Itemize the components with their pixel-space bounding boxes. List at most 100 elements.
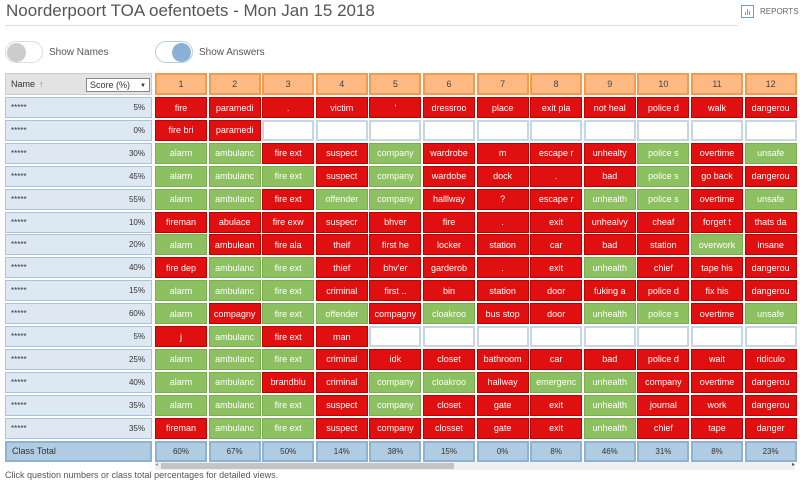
answer-cell-incorrect[interactable]: gate [476, 417, 529, 439]
class-total-q4[interactable]: 14% [315, 440, 368, 462]
reports-button[interactable]: REPORTS [741, 5, 799, 18]
answer-cell-incorrect[interactable]: fire ext [262, 142, 315, 164]
answer-cell-incorrect[interactable]: police d [637, 280, 690, 302]
answer-cell-correct[interactable]: alarm [155, 142, 207, 164]
answer-cell-incorrect[interactable]: compagny [208, 303, 261, 325]
answer-cell-incorrect[interactable]: dangerou [744, 394, 797, 416]
answer-cell-incorrect[interactable]: m [476, 142, 529, 164]
answer-cell-incorrect[interactable]: dangerou [744, 371, 797, 393]
answer-cell-incorrect[interactable]: station [476, 234, 529, 256]
answer-cell-incorrect[interactable]: insane [744, 234, 797, 256]
answer-cell-correct[interactable]: unhealth [583, 257, 636, 279]
answer-cell-incorrect[interactable]: man [315, 326, 368, 347]
answer-cell-incorrect[interactable]: victim [315, 97, 368, 118]
answer-cell-correct[interactable]: fire ext [262, 257, 315, 279]
class-total-q12[interactable]: 23% [744, 440, 797, 462]
answer-cell-correct[interactable]: unhealth [583, 371, 636, 393]
answer-cell-incorrect[interactable]: bad [583, 165, 636, 187]
answer-cell-correct[interactable]: company [369, 371, 422, 393]
answer-cell-correct[interactable]: fire ext [262, 303, 315, 325]
answer-cell-incorrect[interactable]: closet [423, 394, 475, 416]
answer-cell-incorrect[interactable]: suspect [315, 417, 368, 439]
answer-cell-correct[interactable]: ambulanc [208, 326, 261, 347]
answer-cell-incorrect[interactable]: escape r [530, 188, 583, 210]
answer-cell-incorrect[interactable]: criminal [315, 280, 368, 302]
answer-cell-incorrect[interactable]: walk [691, 97, 743, 118]
answer-cell-incorrect[interactable]: wardrobe [423, 142, 475, 164]
answer-cell-correct[interactable]: ambulanc [208, 371, 261, 393]
question-header-6[interactable]: 6 [423, 73, 475, 95]
answer-cell-incorrect[interactable]: fire ext [262, 326, 315, 347]
answer-cell-incorrect[interactable]: ? [476, 188, 529, 210]
answer-cell-incorrect[interactable]: bus stop [476, 303, 529, 325]
answer-cell-empty[interactable] [476, 326, 529, 347]
answer-cell-incorrect[interactable]: ' [369, 97, 422, 118]
answer-cell-incorrect[interactable]: dangerou [744, 280, 797, 302]
question-header-4[interactable]: 4 [315, 73, 368, 95]
answer-cell-incorrect[interactable]: dangerou [744, 257, 797, 279]
answer-cell-incorrect[interactable]: criminal [315, 371, 368, 393]
answer-cell-incorrect[interactable]: brandblu [262, 371, 315, 393]
answer-cell-correct[interactable]: police s [637, 188, 690, 210]
answer-cell-incorrect[interactable]: fireman [155, 417, 207, 439]
answer-cell-correct[interactable]: fire ext [262, 165, 315, 187]
answer-cell-correct[interactable]: cloakroo [423, 371, 475, 393]
question-header-12[interactable]: 12 [744, 73, 797, 95]
answer-cell-incorrect[interactable]: bathroom [476, 348, 529, 370]
answer-cell-incorrect[interactable]: suspect [315, 165, 368, 187]
name-column-header[interactable]: Name ↑ Score (%) ▼ [5, 73, 152, 95]
answer-cell-correct[interactable]: emergenc [530, 371, 583, 393]
score-select[interactable]: Score (%) ▼ [86, 78, 150, 92]
show-answers-toggle[interactable]: Show Answers [155, 41, 265, 63]
answer-cell-incorrect[interactable]: closset [423, 417, 475, 439]
class-total-q11[interactable]: 8% [691, 440, 743, 462]
answer-cell-incorrect[interactable]: criminal [315, 348, 368, 370]
answer-cell-incorrect[interactable]: dressroo [423, 97, 475, 118]
answer-cell-empty[interactable] [583, 119, 636, 141]
answer-cell-correct[interactable]: offender [315, 188, 368, 210]
answer-cell-incorrect[interactable]: compagny [369, 303, 422, 325]
horizontal-scrollbar[interactable]: ◂ ▸ [155, 462, 795, 470]
answer-cell-incorrect[interactable]: closet [423, 348, 475, 370]
answer-cell-incorrect[interactable]: paramedi [208, 119, 261, 141]
answer-cell-correct[interactable]: overwork [691, 234, 743, 256]
answer-cell-empty[interactable] [262, 119, 315, 141]
answer-cell-correct[interactable]: ambulanc [208, 417, 261, 439]
answer-cell-incorrect[interactable]: halllway [423, 188, 475, 210]
answer-cell-incorrect[interactable]: chief [637, 257, 690, 279]
answer-cell-empty[interactable] [476, 119, 529, 141]
answer-cell-incorrect[interactable]: bin [423, 280, 475, 302]
answer-cell-empty[interactable] [637, 119, 690, 141]
answer-cell-incorrect[interactable]: idk [369, 348, 422, 370]
answer-cell-correct[interactable]: alarm [155, 348, 207, 370]
answer-cell-incorrect[interactable]: exit [530, 257, 583, 279]
answer-cell-incorrect[interactable]: first .. [369, 280, 422, 302]
sort-arrow-icon[interactable]: ↑ [39, 79, 44, 89]
question-header-7[interactable]: 7 [476, 73, 529, 95]
answer-cell-incorrect[interactable]: fire [423, 211, 475, 233]
scrollbar-thumb[interactable] [161, 463, 454, 469]
answer-cell-correct[interactable]: police s [637, 303, 690, 325]
answer-cell-incorrect[interactable]: station [637, 234, 690, 256]
answer-cell-incorrect[interactable]: exit [530, 417, 583, 439]
answer-cell-empty[interactable] [530, 326, 583, 347]
show-names-toggle[interactable]: Show Names [5, 41, 108, 63]
question-header-1[interactable]: 1 [155, 73, 207, 95]
answer-cell-empty[interactable] [583, 326, 636, 347]
answer-cell-incorrect[interactable]: fire exw [262, 211, 315, 233]
answer-cell-empty[interactable] [369, 119, 422, 141]
answer-cell-incorrect[interactable]: journal [637, 394, 690, 416]
answer-cell-correct[interactable]: alarm [155, 165, 207, 187]
class-total-q7[interactable]: 0% [476, 440, 529, 462]
answer-cell-incorrect[interactable]: first he [369, 234, 422, 256]
answer-cell-incorrect[interactable]: bhver [369, 211, 422, 233]
answer-cell-correct[interactable]: police s [637, 142, 690, 164]
answer-cell-empty[interactable] [423, 326, 475, 347]
answer-cell-incorrect[interactable]: dangerou [744, 97, 797, 118]
answer-cell-empty[interactable] [530, 119, 583, 141]
answer-cell-correct[interactable]: fire ext [262, 417, 315, 439]
answer-cell-incorrect[interactable]: unhealty [583, 142, 636, 164]
question-header-5[interactable]: 5 [369, 73, 422, 95]
question-header-2[interactable]: 2 [208, 73, 261, 95]
answer-cell-correct[interactable]: ambulanc [208, 165, 261, 187]
